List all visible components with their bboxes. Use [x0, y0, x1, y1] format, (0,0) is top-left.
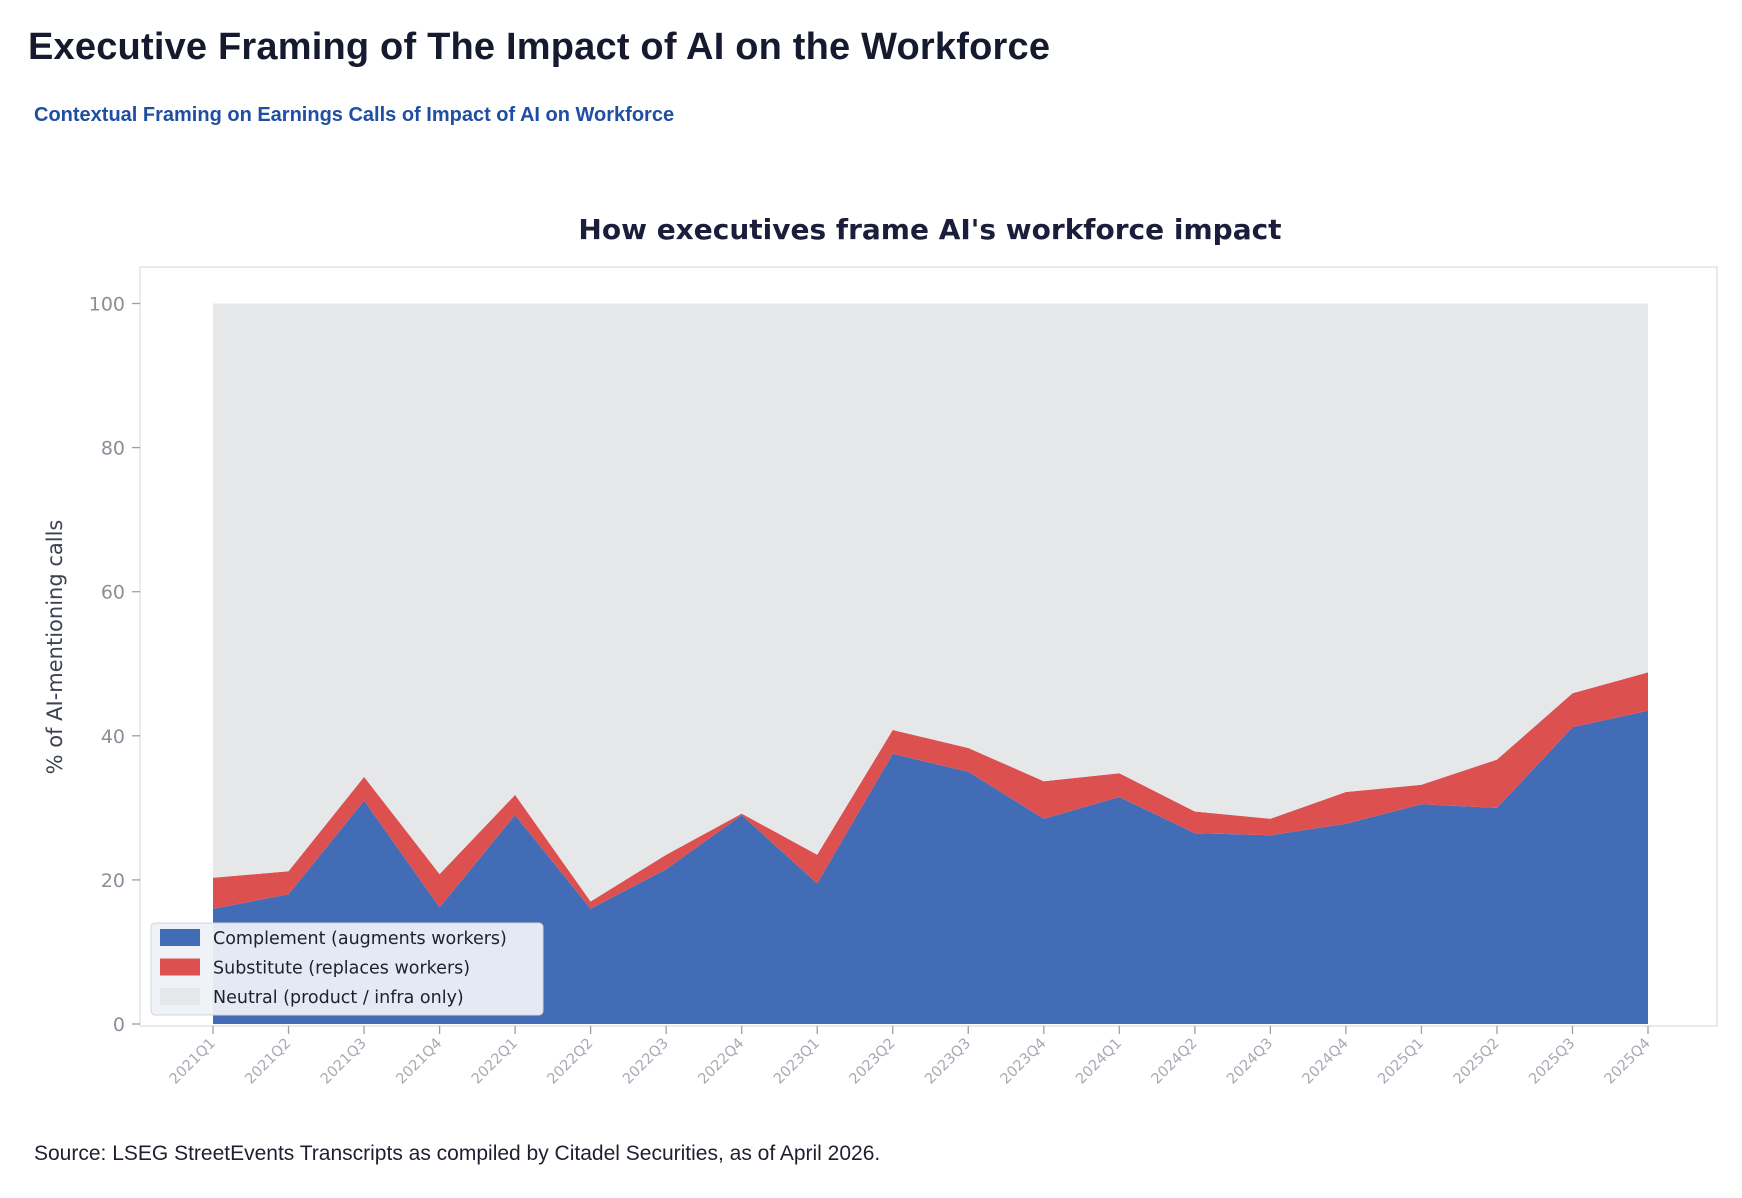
y-tick-label-100: 100	[89, 294, 125, 316]
legend-swatch-3	[160, 988, 200, 1005]
page-title: Executive Framing of The Impact of AI on…	[28, 26, 1051, 68]
x-tick-label-2024Q3: 2024Q3	[1224, 1036, 1276, 1088]
x-tick-label-2025Q3: 2025Q3	[1526, 1036, 1578, 1088]
y-tick-label-0: 0	[113, 1014, 125, 1036]
legend-swatch-1	[160, 929, 200, 946]
x-tick-label-2021Q2: 2021Q2	[242, 1036, 294, 1088]
legend-box	[150, 922, 544, 1016]
x-tick-label-2021Q1: 2021Q1	[167, 1036, 219, 1088]
x-tick-label-2025Q1: 2025Q1	[1375, 1036, 1427, 1088]
y-tick-label-40: 40	[101, 726, 125, 748]
page-subtitle: Contextual Framing on Earnings Calls of …	[34, 104, 675, 126]
x-tick-label-2024Q2: 2024Q2	[1149, 1036, 1201, 1088]
x-tick-label-2024Q4: 2024Q4	[1300, 1036, 1352, 1088]
x-tick-label-2022Q3: 2022Q3	[620, 1036, 672, 1088]
x-tick-label-2023Q3: 2023Q3	[922, 1036, 974, 1088]
y-tick-label-80: 80	[101, 438, 125, 460]
x-tick-label-2022Q1: 2022Q1	[469, 1036, 521, 1088]
series-area-3	[213, 303, 1648, 902]
x-tick-label-2023Q1: 2023Q1	[771, 1036, 823, 1088]
x-tick-label-2021Q3: 2021Q3	[318, 1036, 370, 1088]
area-layer	[213, 303, 1648, 1024]
x-tick-label-2021Q4: 2021Q4	[393, 1036, 445, 1088]
x-tick-label-2023Q4: 2023Q4	[998, 1036, 1050, 1088]
legend-label-3: Neutral (product / infra only)	[213, 988, 464, 1008]
x-tick-label-2025Q4: 2025Q4	[1602, 1036, 1654, 1088]
source-note: Source: LSEG StreetEvents Transcripts as…	[34, 1142, 881, 1165]
x-axis: 2021Q1 2021Q2 2021Q3 2021Q4 2022Q1 2022Q2 2022…	[167, 1026, 1654, 1088]
legend: Complement (augments workers) Substitute …	[150, 922, 544, 1016]
x-tick-label-2025Q2: 2025Q2	[1451, 1036, 1503, 1088]
series-area-1	[213, 710, 1648, 1024]
x-tick-label-2022Q2: 2022Q2	[544, 1036, 596, 1088]
chart-title: How executives frame AI's workforce impa…	[578, 213, 1281, 246]
y-axis-label: % of AI-mentioning calls	[43, 520, 67, 775]
x-tick-label-2024Q1: 2024Q1	[1073, 1036, 1125, 1088]
y-tick-label-20: 20	[101, 870, 125, 892]
x-tick-label-2022Q4: 2022Q4	[696, 1036, 748, 1088]
legend-label-2: Substitute (replaces workers)	[213, 959, 470, 979]
y-axis: 0 20 40 60 80 100	[89, 294, 140, 1036]
legend-swatch-2	[160, 958, 200, 976]
x-tick-label-2023Q2: 2023Q2	[847, 1036, 899, 1088]
legend-label-1: Complement (augments workers)	[213, 929, 507, 949]
y-tick-label-60: 60	[101, 582, 125, 604]
